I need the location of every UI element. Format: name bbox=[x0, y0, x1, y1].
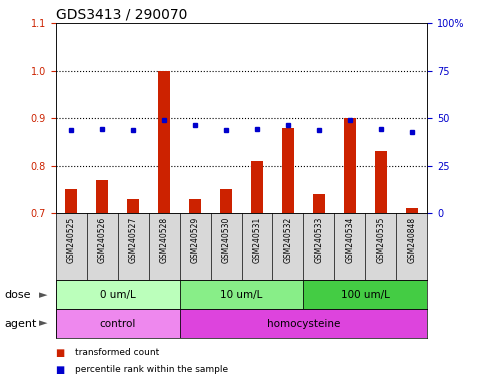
Text: GSM240525: GSM240525 bbox=[67, 217, 75, 263]
Text: transformed count: transformed count bbox=[75, 348, 159, 357]
Text: GDS3413 / 290070: GDS3413 / 290070 bbox=[56, 8, 187, 22]
Bar bbox=[406, 209, 418, 213]
Text: homocysteine: homocysteine bbox=[267, 318, 340, 329]
Text: ►: ► bbox=[39, 318, 48, 329]
Text: 0 um/L: 0 um/L bbox=[99, 290, 135, 300]
Text: GSM240530: GSM240530 bbox=[222, 217, 230, 263]
Text: GSM240535: GSM240535 bbox=[376, 217, 385, 263]
Bar bbox=[313, 194, 325, 213]
Bar bbox=[180, 280, 303, 309]
Text: percentile rank within the sample: percentile rank within the sample bbox=[75, 365, 228, 374]
Bar bbox=[96, 180, 108, 213]
Bar bbox=[158, 71, 170, 213]
Text: 100 um/L: 100 um/L bbox=[341, 290, 390, 300]
Text: ►: ► bbox=[39, 290, 48, 300]
Text: GSM240534: GSM240534 bbox=[345, 217, 355, 263]
Text: GSM240531: GSM240531 bbox=[253, 217, 261, 263]
Text: GSM240526: GSM240526 bbox=[98, 217, 107, 263]
Bar bbox=[180, 309, 427, 338]
Bar bbox=[251, 161, 263, 213]
Text: agent: agent bbox=[5, 318, 37, 329]
Text: GSM240528: GSM240528 bbox=[159, 217, 169, 263]
Bar bbox=[189, 199, 201, 213]
Text: GSM240527: GSM240527 bbox=[128, 217, 138, 263]
Text: GSM240848: GSM240848 bbox=[408, 217, 416, 263]
Text: control: control bbox=[99, 318, 136, 329]
Text: GSM240529: GSM240529 bbox=[190, 217, 199, 263]
Bar bbox=[220, 189, 232, 213]
Bar bbox=[303, 280, 427, 309]
Text: 10 um/L: 10 um/L bbox=[220, 290, 263, 300]
Bar bbox=[56, 309, 180, 338]
Bar bbox=[375, 151, 387, 213]
Text: ■: ■ bbox=[56, 348, 65, 358]
Bar bbox=[282, 127, 294, 213]
Bar bbox=[344, 118, 356, 213]
Text: dose: dose bbox=[5, 290, 31, 300]
Bar bbox=[65, 189, 77, 213]
Bar bbox=[127, 199, 139, 213]
Bar bbox=[56, 280, 180, 309]
Text: GSM240532: GSM240532 bbox=[284, 217, 293, 263]
Text: GSM240533: GSM240533 bbox=[314, 217, 324, 263]
Text: ■: ■ bbox=[56, 364, 65, 375]
